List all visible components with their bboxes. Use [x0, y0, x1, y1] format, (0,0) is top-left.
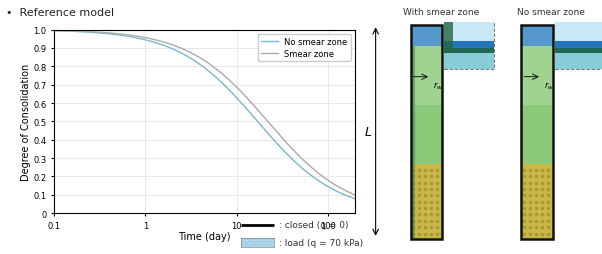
Bar: [444, 49, 494, 53]
Bar: [411, 25, 442, 239]
Bar: [411, 47, 442, 164]
No smear zone: [277, 147, 284, 150]
Smear zone: [352, 194, 359, 197]
Bar: [411, 164, 442, 239]
Text: $r_s$: $r_s$: [449, 251, 458, 254]
Smear zone: [51, 30, 58, 33]
Bar: [555, 23, 602, 42]
Bar: [521, 47, 553, 164]
X-axis label: Time (day): Time (day): [178, 231, 231, 241]
Text: With smear zone: With smear zone: [403, 8, 479, 17]
Bar: [555, 23, 602, 70]
Bar: [521, 25, 553, 47]
No smear zone: [352, 197, 359, 200]
Text: : closed (q = 0): : closed (q = 0): [279, 220, 348, 229]
Text: $r_w$: $r_w$: [433, 80, 444, 91]
Bar: [444, 23, 494, 70]
Bar: [444, 23, 494, 42]
Smear zone: [128, 35, 135, 38]
Smear zone: [187, 52, 194, 55]
Bar: [521, 47, 553, 105]
Smear zone: [252, 106, 259, 109]
No smear zone: [252, 118, 259, 121]
No smear zone: [51, 30, 58, 33]
Bar: [444, 42, 494, 49]
Line: No smear zone: No smear zone: [54, 31, 355, 199]
Bar: [555, 53, 602, 70]
Bar: [555, 49, 602, 53]
Bar: [411, 25, 442, 47]
Text: $r_w$: $r_w$: [544, 80, 554, 91]
Text: $L$: $L$: [364, 126, 373, 138]
No smear zone: [104, 33, 111, 36]
Bar: [411, 47, 442, 105]
Legend: No smear zone, Smear zone: No smear zone, Smear zone: [258, 35, 351, 62]
No smear zone: [187, 57, 194, 60]
No smear zone: [228, 91, 235, 94]
Y-axis label: Degree of Consolidation: Degree of Consolidation: [20, 64, 31, 180]
Line: Smear zone: Smear zone: [54, 31, 355, 195]
Bar: [521, 25, 553, 239]
Bar: [555, 42, 602, 49]
Text: •  Reference model: • Reference model: [6, 8, 114, 18]
Bar: [411, 47, 415, 239]
Text: : load (q = 70 kPa): : load (q = 70 kPa): [279, 238, 363, 247]
No smear zone: [128, 36, 135, 39]
Bar: [444, 23, 453, 53]
Smear zone: [277, 135, 284, 138]
Smear zone: [228, 81, 235, 84]
Bar: [444, 53, 494, 70]
Text: No smear zone: No smear zone: [518, 8, 585, 17]
Smear zone: [104, 32, 111, 35]
Bar: [521, 164, 553, 239]
